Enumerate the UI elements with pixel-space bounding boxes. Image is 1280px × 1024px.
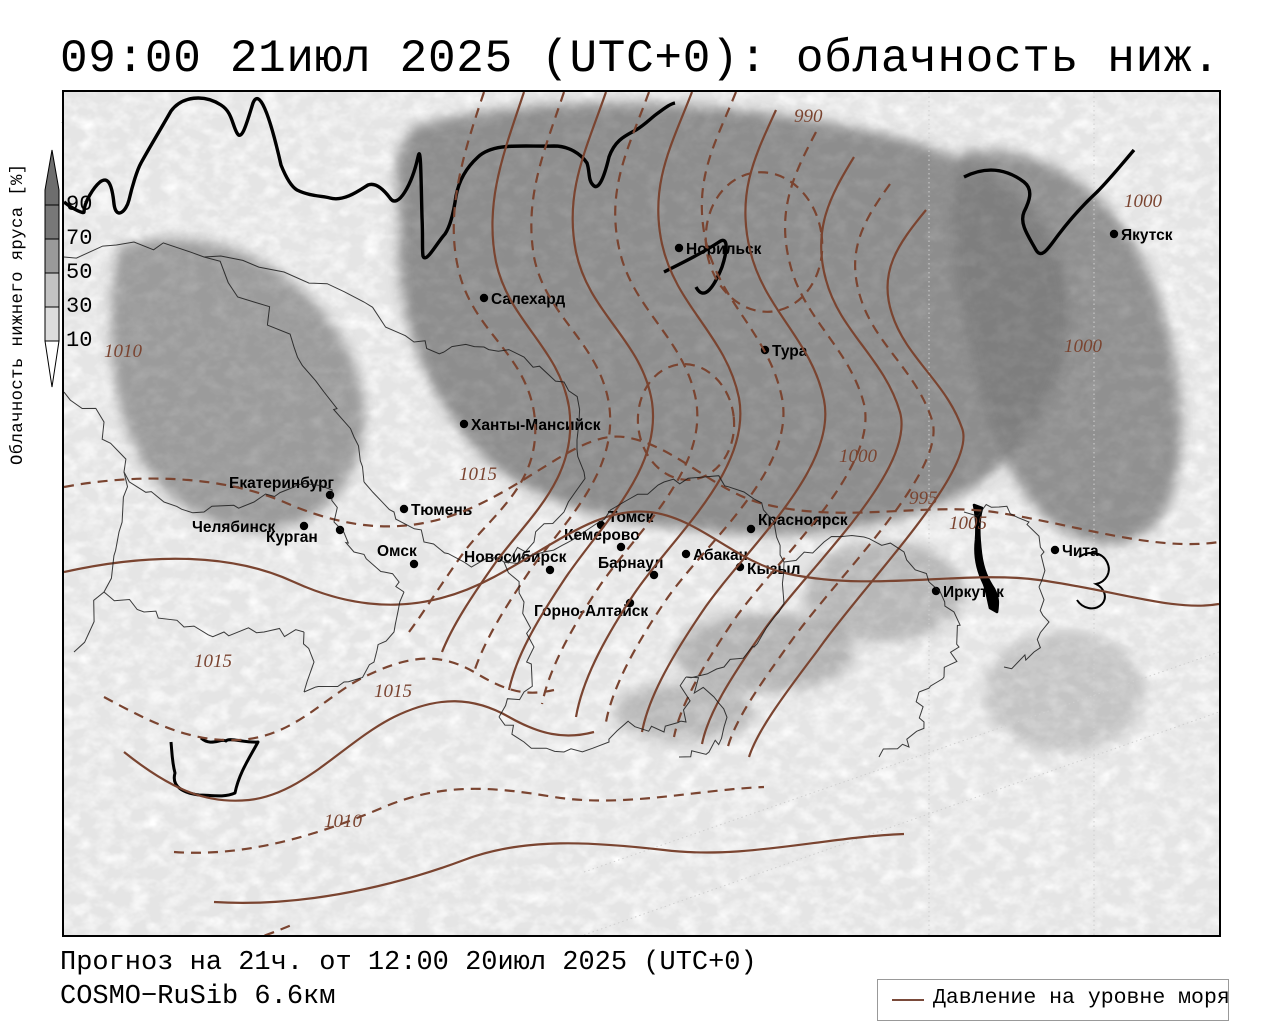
svg-text:Екатеринбург: Екатеринбург [229,475,335,492]
svg-text:1015: 1015 [374,681,412,702]
svg-text:90: 90 [66,192,92,217]
svg-text:Курган: Курган [266,529,318,546]
svg-text:50: 50 [66,260,92,285]
svg-text:1015: 1015 [194,651,232,672]
svg-text:Горно-Алтайск: Горно-Алтайск [534,603,648,620]
svg-text:Челябинск: Челябинск [192,519,275,536]
svg-text:1010: 1010 [324,811,363,832]
svg-text:1005: 1005 [949,513,987,534]
svg-text:1000: 1000 [1064,336,1103,357]
svg-text:Омск: Омск [377,543,417,560]
svg-text:Якутск: Якутск [1121,227,1173,244]
svg-text:Чита: Чита [1062,543,1099,560]
svg-text:10: 10 [66,328,92,353]
svg-text:70: 70 [66,226,92,251]
svg-text:995: 995 [909,488,938,509]
svg-text:30: 30 [66,294,92,319]
svg-text:1000: 1000 [839,446,878,467]
svg-text:Барнаул: Барнаул [598,555,663,572]
svg-text:1015: 1015 [459,464,497,485]
svg-text:1000: 1000 [1124,191,1163,212]
svg-text:990: 990 [794,106,823,127]
svg-text:1010: 1010 [104,341,143,362]
